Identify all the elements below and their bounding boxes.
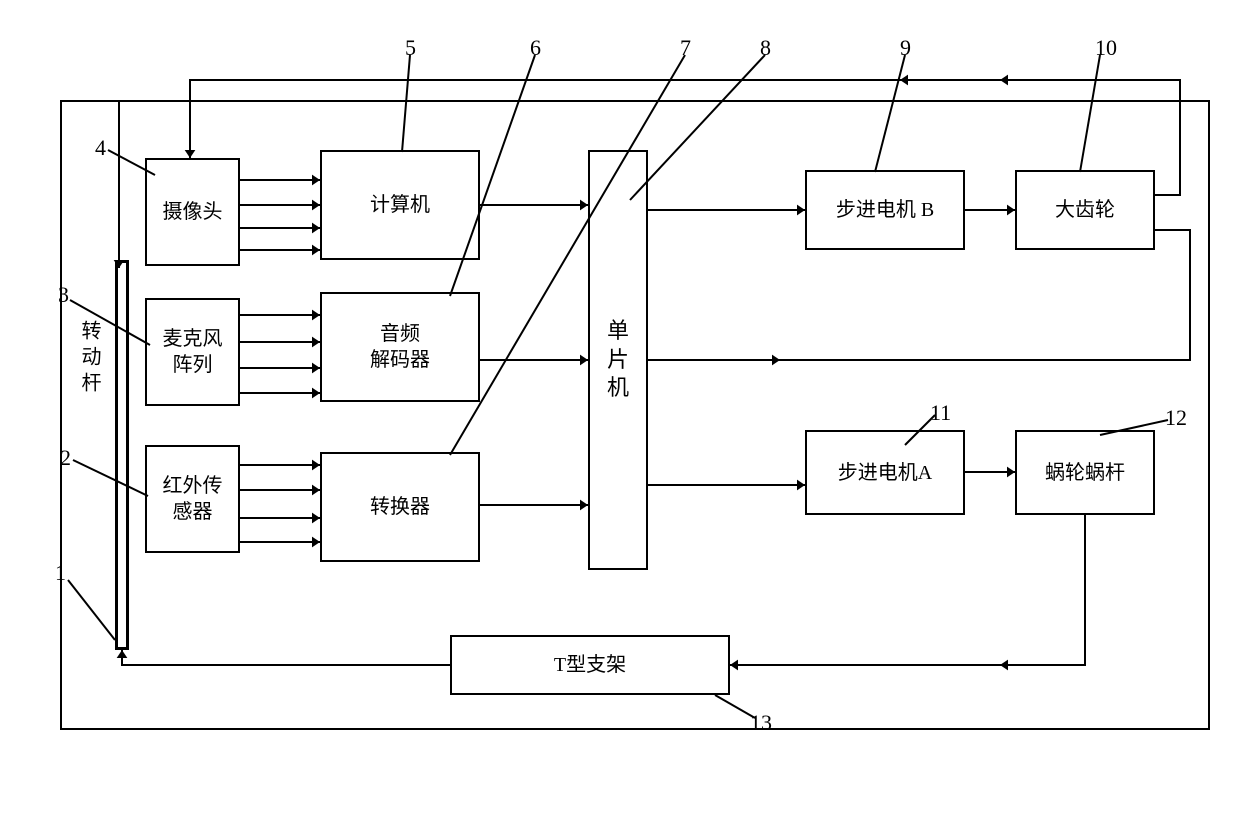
t-bracket-block: T型支架 — [450, 635, 730, 695]
mcu-block: 单 片 机 — [588, 150, 648, 570]
callout-3: 3 — [58, 282, 69, 308]
rotate-bar — [115, 260, 129, 650]
callout-7: 7 — [680, 35, 691, 61]
callout-4: 4 — [95, 135, 106, 161]
ir-sensor-block: 红外传 感器 — [145, 445, 240, 553]
callout-10: 10 — [1095, 35, 1117, 61]
stepper-a-block: 步进电机A — [805, 430, 965, 515]
callout-13: 13 — [750, 710, 772, 736]
rotate-bar-label: 转动杆 — [77, 320, 101, 398]
callout-1: 1 — [55, 560, 66, 586]
callout-5: 5 — [405, 35, 416, 61]
worm-gear-block: 蜗轮蜗杆 — [1015, 430, 1155, 515]
computer-block: 计算机 — [320, 150, 480, 260]
camera-block: 摄像头 — [145, 158, 240, 266]
callout-2: 2 — [60, 445, 71, 471]
callout-11: 11 — [930, 400, 951, 426]
audio-decoder-block: 音频 解码器 — [320, 292, 480, 402]
big-gear-block: 大齿轮 — [1015, 170, 1155, 250]
stepper-b-block: 步进电机 B — [805, 170, 965, 250]
callout-12: 12 — [1165, 405, 1187, 431]
converter-block: 转换器 — [320, 452, 480, 562]
callout-9: 9 — [900, 35, 911, 61]
callout-8: 8 — [760, 35, 771, 61]
block-diagram: 转动杆 摄像头 麦克风 阵列 红外传 感器 计算机 音频 解码器 转换器 单 片… — [0, 0, 1240, 816]
callout-6: 6 — [530, 35, 541, 61]
mic-array-block: 麦克风 阵列 — [145, 298, 240, 406]
